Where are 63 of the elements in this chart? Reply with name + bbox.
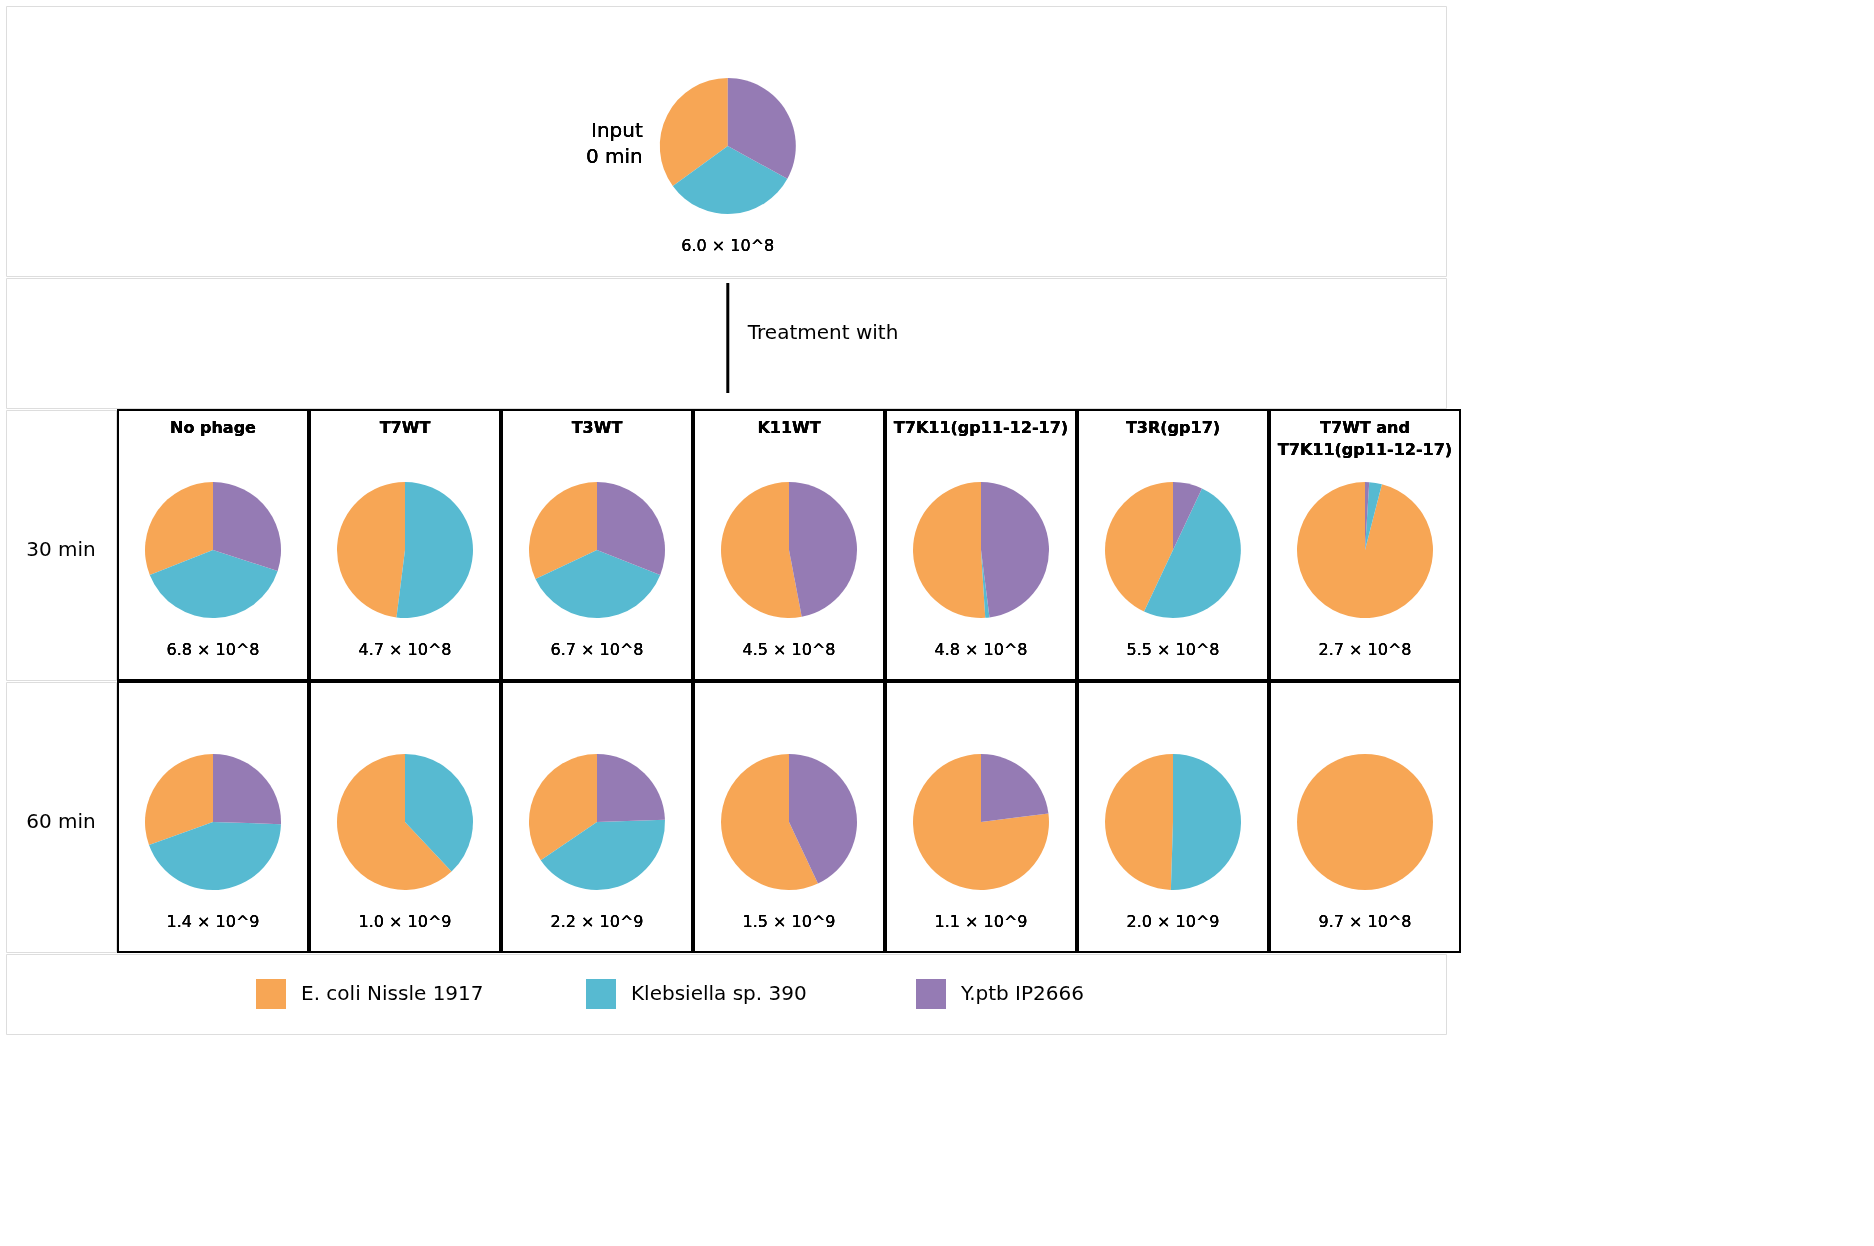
- text: 4.7 × 10^8: [358, 640, 452, 659]
- pie-slice: [145, 482, 213, 576]
- pie-slice: [789, 482, 857, 617]
- pie-slice: [981, 482, 1049, 618]
- text: 4.8 × 10^8: [934, 640, 1028, 659]
- pie-slice: [213, 482, 281, 572]
- pie-slice: [529, 482, 597, 579]
- legend-label: E. coli Nissle 1917: [301, 981, 484, 1005]
- pie-slice: [721, 482, 802, 618]
- pie-slice: [213, 754, 281, 825]
- text: 60 min: [26, 809, 96, 833]
- legend-label: Y.ptb IP2666: [960, 981, 1084, 1005]
- chart-title: T3WT: [571, 418, 623, 437]
- chart-title: T7WT and T7K11(gp11-12-17): [1277, 418, 1453, 459]
- pie-slice: [1105, 482, 1173, 612]
- text: 6.0 × 10^8: [681, 236, 775, 255]
- legend-label: Klebsiella sp. 390: [631, 981, 807, 1005]
- chart-title: T7WT: [379, 418, 431, 437]
- text: 1.0 × 10^9: [358, 912, 452, 931]
- chart-title: T7K11(gp11-12-17): [893, 418, 1069, 437]
- pie-slice: [659, 78, 728, 186]
- pie-slice: [1170, 754, 1241, 890]
- pie-slice: [1105, 754, 1173, 890]
- pie-slice: [149, 550, 278, 618]
- pie-slice: [981, 754, 1049, 822]
- text: 1.4 × 10^9: [166, 912, 260, 931]
- pie-slice: [540, 819, 665, 890]
- pie-slice: [535, 550, 661, 618]
- text: 2.7 × 10^8: [1318, 640, 1412, 659]
- chart-title: T3R(gp17): [1125, 418, 1221, 437]
- pie-slice: [337, 754, 452, 890]
- text: 6.7 × 10^8: [550, 640, 644, 659]
- pie-slice: [913, 482, 986, 618]
- text: 5.5 × 10^8: [1126, 640, 1220, 659]
- pie-slice: [913, 754, 1049, 890]
- pie-slice: [529, 754, 597, 861]
- pie-slice: [1365, 482, 1382, 550]
- text: Treatment with: [746, 320, 899, 344]
- chart-title: No phage: [170, 418, 257, 437]
- pie-slice: [672, 146, 788, 214]
- pie-slice: [1297, 482, 1433, 618]
- text: 4.5 × 10^8: [742, 640, 836, 659]
- text: 2.2 × 10^9: [550, 912, 644, 931]
- text: 1.5 × 10^9: [742, 912, 836, 931]
- pie-slice: [727, 78, 796, 179]
- pie-slice: [597, 482, 665, 576]
- text: 30 min: [26, 537, 96, 561]
- pie-slice: [721, 754, 818, 890]
- pie-slice: [145, 754, 213, 846]
- pie-slice: [597, 754, 665, 822]
- chart-title: K11WT: [757, 418, 821, 437]
- pie-slice: [1173, 482, 1202, 550]
- text: 2.0 × 10^9: [1126, 912, 1220, 931]
- pie-slice: [1144, 488, 1241, 618]
- pie-slice: [149, 822, 281, 890]
- text: 6.8 × 10^8: [166, 640, 260, 659]
- pie-slice: [396, 482, 473, 618]
- pie-slice: [405, 754, 473, 872]
- text: 1.1 × 10^9: [934, 912, 1028, 931]
- pie-slice: [789, 754, 857, 884]
- text: Input 0 min: [586, 118, 643, 168]
- pie-slice: [337, 482, 405, 618]
- text: 9.7 × 10^8: [1318, 912, 1412, 931]
